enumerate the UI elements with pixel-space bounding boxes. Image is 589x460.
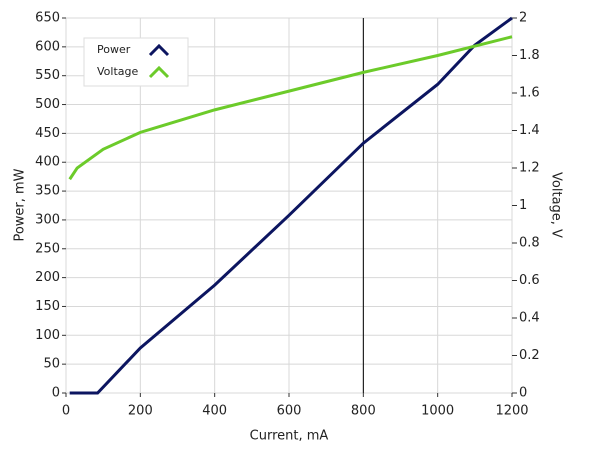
x-tick-label: 200 xyxy=(128,404,153,419)
y2-tick-label: 0.4 xyxy=(519,311,540,326)
y2-tick-label: 1.6 xyxy=(519,86,540,101)
x-axis-label: Current, mA xyxy=(250,429,329,444)
y-tick-label: 300 xyxy=(35,212,60,227)
series-line xyxy=(68,35,513,181)
y2-tick-label: 1.4 xyxy=(519,123,540,138)
y-tick-label: 0 xyxy=(52,386,60,401)
x-tick-label: 1200 xyxy=(495,404,528,419)
legend-box xyxy=(83,37,189,87)
y-tick-label: 100 xyxy=(35,328,60,343)
y-tick-label: 200 xyxy=(35,270,60,285)
legend-swatch xyxy=(148,43,170,57)
y2-tick-label: 1.8 xyxy=(519,48,540,63)
y-tick-label: 250 xyxy=(35,241,60,256)
y-tick-label: 150 xyxy=(35,299,60,314)
y-tick-label: 50 xyxy=(43,357,60,372)
x-tick-label: 400 xyxy=(202,404,227,419)
x-tick-label: 800 xyxy=(351,404,376,419)
y-axis-label: Power, mW xyxy=(13,168,28,241)
y-tick-label: 350 xyxy=(35,184,60,199)
y-tick-label: 450 xyxy=(35,126,60,141)
y2-tick-label: 1 xyxy=(519,198,527,213)
x-tick-label: 1000 xyxy=(421,404,454,419)
y-tick-label: 600 xyxy=(35,39,60,54)
y-tick-label: 400 xyxy=(35,155,60,170)
legend-swatch xyxy=(148,65,170,79)
y2-tick-label: 1.2 xyxy=(519,161,540,176)
y-tick-label: 500 xyxy=(35,97,60,112)
y2-axis-label: Voltage, V xyxy=(549,172,564,238)
legend-label: Power xyxy=(97,43,131,56)
series-line xyxy=(69,16,513,395)
y2-tick-label: 0.2 xyxy=(519,348,540,363)
y-tick-label: 650 xyxy=(35,11,60,26)
y2-tick-label: 0.8 xyxy=(519,236,540,251)
legend-label: Voltage xyxy=(97,65,138,78)
x-tick-label: 0 xyxy=(62,404,70,419)
y-tick-label: 550 xyxy=(35,68,60,83)
y2-tick-label: 0.6 xyxy=(519,273,540,288)
y2-tick-label: 0 xyxy=(519,386,527,401)
y2-tick-label: 2 xyxy=(519,11,527,26)
x-tick-label: 600 xyxy=(277,404,302,419)
